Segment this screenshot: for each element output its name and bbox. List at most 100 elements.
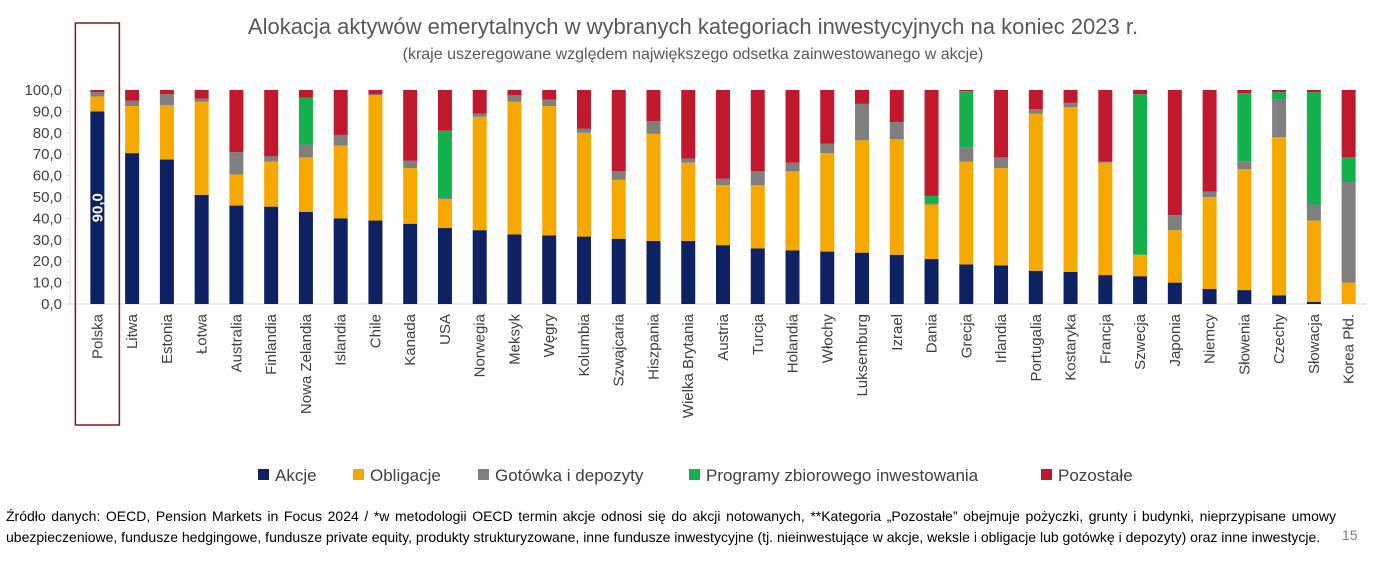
bar-segment [368, 220, 383, 304]
bar-segment [716, 178, 730, 186]
legend-swatch [689, 469, 700, 480]
bar-segment [125, 90, 140, 101]
x-tick-label: Słowenia [1236, 313, 1253, 375]
bar-segment [820, 153, 835, 252]
bar-segment [611, 179, 626, 239]
bar-segment [576, 132, 591, 237]
bar-segment [437, 199, 452, 229]
bar-segment [125, 106, 140, 154]
bar-segment [855, 140, 870, 253]
y-tick-label: 80,0 [33, 125, 62, 142]
x-tick-label: Wielka Brytania [680, 313, 697, 418]
bar-segment [681, 162, 696, 241]
bar-segment [229, 205, 244, 304]
x-tick-label: Szwecja [1132, 313, 1149, 370]
bar-segment [298, 211, 313, 304]
bar-segment [1063, 90, 1078, 103]
x-tick-label: Francja [1097, 313, 1114, 364]
bar-segment [785, 250, 800, 304]
bar-segment [959, 90, 974, 92]
x-tick-label: Chile [367, 314, 384, 348]
y-tick-label: 20,0 [33, 253, 62, 270]
y-tick-label: 50,0 [33, 189, 62, 206]
x-tick-label: Włochy [819, 314, 836, 364]
bar-segment [298, 157, 313, 212]
bar-segment [1237, 93, 1252, 162]
bar-segment [1237, 161, 1252, 170]
bar-segment [889, 122, 904, 140]
bar-segment [1306, 90, 1321, 93]
bar-segment [542, 235, 557, 304]
x-tick-label: Kolumbia [576, 313, 593, 376]
bar-segment [507, 234, 522, 304]
bar-segment [646, 90, 661, 122]
y-tick-label: 60,0 [33, 168, 62, 185]
bar-segment [403, 168, 418, 224]
bar-segment [924, 204, 939, 260]
bar-segment [611, 90, 626, 172]
bar-segment [1167, 90, 1182, 216]
x-tick-label: Meksyk [506, 314, 523, 365]
bar-segment [472, 90, 487, 114]
bar-segment [542, 99, 557, 107]
bar-segment [368, 95, 383, 221]
bar-segment [437, 90, 452, 131]
bar-segment [194, 194, 209, 304]
source-note: Źródło danych: OECD, Pension Markets in … [6, 508, 1336, 545]
bar-segment [994, 168, 1009, 266]
bar-segment [1028, 90, 1043, 110]
bar-segment [1272, 99, 1287, 138]
bar-segment [1237, 90, 1252, 94]
bar-segment [750, 171, 765, 186]
bar-segment [785, 162, 800, 172]
legend-swatch [1041, 469, 1052, 480]
bar-segment [333, 90, 348, 135]
bar-segment [959, 264, 974, 304]
bar-segment [646, 240, 661, 304]
bar-segment [472, 116, 487, 231]
x-tick-label: Szwajcaria [611, 313, 628, 386]
bar-segment [1306, 92, 1321, 205]
bar-segment [1272, 92, 1287, 100]
bar-segment [1098, 90, 1113, 162]
bar-segment [542, 106, 557, 236]
bar-segment [1028, 270, 1043, 304]
bar-segment [90, 92, 105, 97]
bar-segment [403, 160, 418, 169]
x-tick-label: Izrael [889, 314, 906, 351]
bar-segment [1133, 276, 1148, 304]
x-tick-label: Słowacja [1306, 313, 1323, 374]
bar-segment [1341, 157, 1356, 183]
y-tick-label: 0,0 [41, 296, 62, 313]
legend-label: Gotówka i depozyty [495, 466, 644, 485]
legend-label: Programy zbiorowego inwestowania [706, 466, 979, 485]
x-tick-label: Norwegia [472, 313, 489, 377]
highlight-box-polska [74, 22, 121, 426]
bar-segment [194, 90, 209, 99]
bar-segment [1028, 109, 1043, 114]
legend-label: Pozostałe [1058, 466, 1133, 485]
bar-segment [1063, 271, 1078, 304]
x-tick-label: Kanada [402, 313, 419, 365]
x-tick-label: Polska [89, 313, 106, 359]
bar-segment [1063, 107, 1078, 272]
bar-segment [611, 171, 626, 180]
bar-segment [125, 153, 140, 304]
bar-segment [959, 147, 974, 162]
bar-segment [785, 171, 800, 251]
bar-segment [750, 248, 765, 304]
y-tick-label: 70,0 [33, 146, 62, 163]
bar-segment [611, 238, 626, 304]
bar-segment [820, 251, 835, 304]
x-tick-label: Austria [715, 313, 732, 360]
x-tick-label: Islandia [333, 313, 350, 365]
bar-segment [994, 265, 1009, 304]
bar-segment [403, 223, 418, 304]
bar-segment [855, 103, 870, 141]
x-tick-label: Węgry [541, 314, 558, 358]
bar-segment [1306, 204, 1321, 221]
bar-segment [403, 90, 418, 161]
bar-segment [159, 94, 174, 105]
bar-segment [1063, 102, 1078, 108]
